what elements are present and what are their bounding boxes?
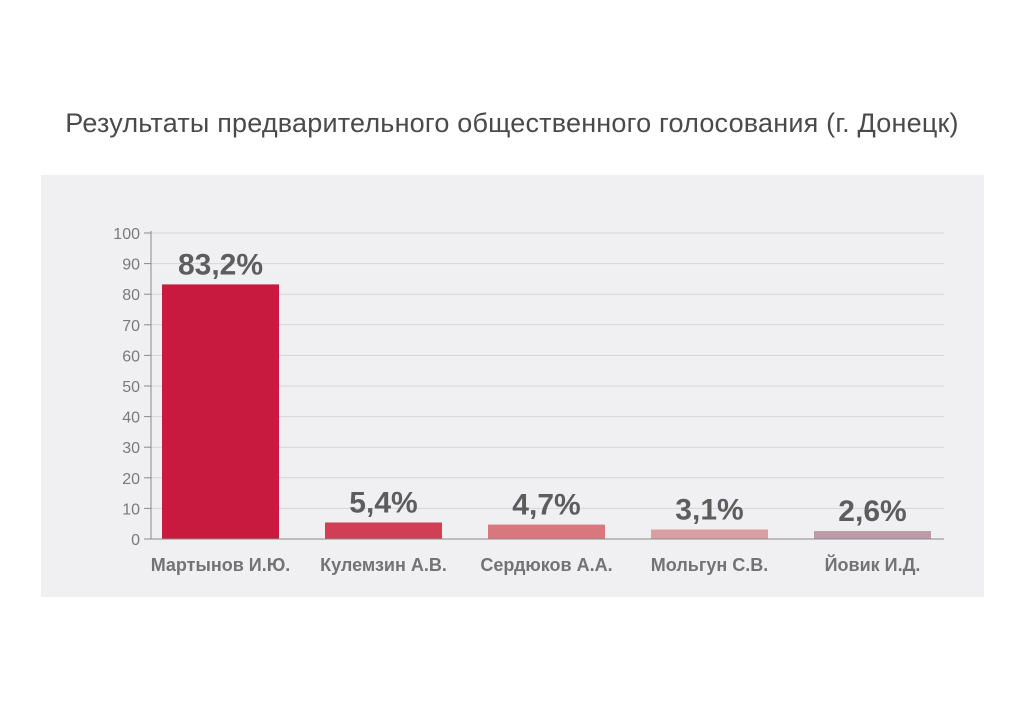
y-tick-label: 50	[122, 379, 140, 396]
chart-title: Результаты предварительного общественног…	[65, 108, 959, 138]
y-tick-label: 30	[122, 440, 140, 457]
y-tick-label: 40	[122, 410, 140, 427]
y-tick-label: 100	[113, 226, 140, 243]
data-label: 5,4%	[349, 486, 417, 519]
y-tick-label: 80	[122, 287, 140, 304]
bar	[162, 284, 279, 539]
y-tick-label: 10	[122, 501, 140, 518]
y-tick-label: 70	[122, 318, 140, 335]
labels: 0 10 20 30 40 50 60 70 80 90 100 83,2% Мартынов И.Ю.…	[113, 226, 920, 575]
y-tick-label: 90	[122, 257, 140, 274]
bar	[488, 524, 605, 539]
data-label: 3,1%	[675, 494, 743, 527]
category-label: Сердюков А.А.	[480, 555, 612, 575]
y-tick-label: 60	[122, 348, 140, 365]
category-label: Кулемзин А.В.	[320, 555, 447, 575]
bar	[814, 531, 931, 539]
y-tick-label: 0	[131, 532, 140, 549]
grid-lines	[151, 232, 944, 509]
bar	[325, 522, 442, 539]
bars	[162, 284, 931, 539]
data-label: 4,7%	[512, 489, 580, 522]
data-label: 83,2%	[178, 248, 263, 281]
category-label: Мартынов И.Ю.	[151, 555, 291, 575]
data-label: 2,6%	[838, 495, 906, 528]
category-label: Мольгун С.В.	[651, 555, 768, 575]
axes	[144, 231, 944, 540]
bar	[651, 529, 768, 539]
category-label: Йовик И.Д.	[825, 554, 921, 575]
y-tick-label: 20	[122, 471, 140, 488]
